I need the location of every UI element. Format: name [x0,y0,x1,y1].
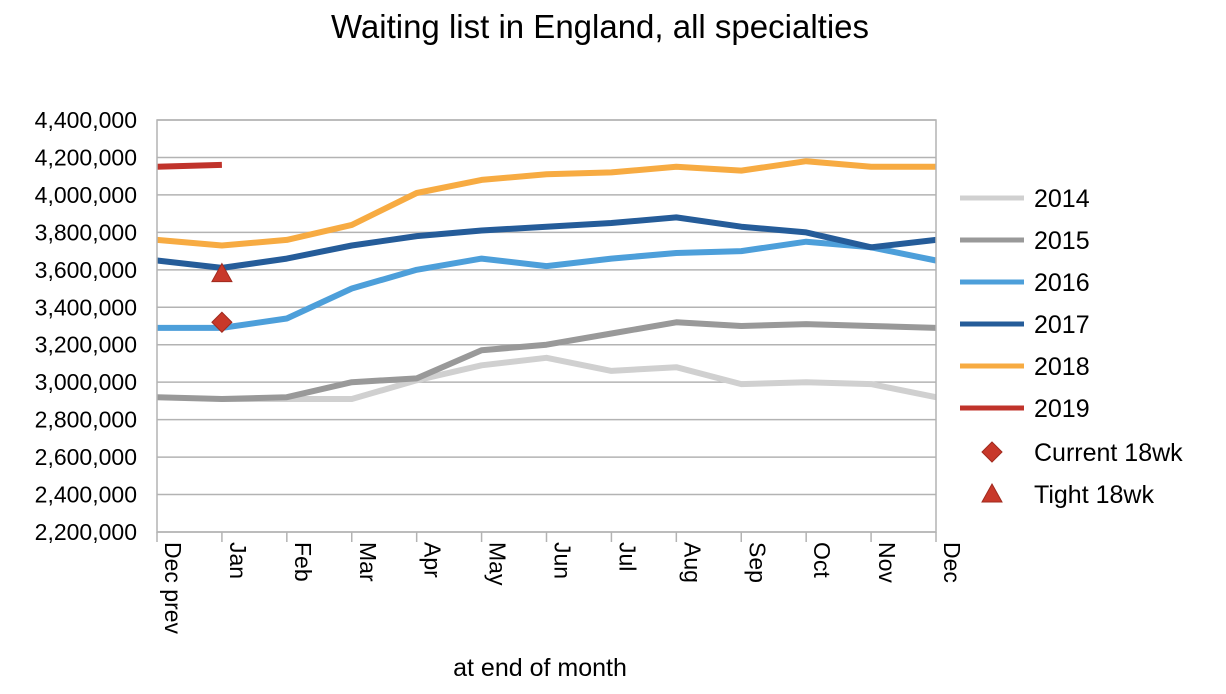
x-tick-label: Jul [614,542,640,571]
legend-label: Current 18wk [1034,439,1183,467]
point-markers [211,262,233,333]
series-line-2017 [156,214,937,271]
series-line-2018 [156,158,936,249]
y-tick-label: 3,600,000 [35,257,137,283]
x-axis-ticks: Dec prev Jan Feb Mar Apr May Jun Jul Aug Sep Oct No… [156,532,965,635]
series-line-2015 [156,319,937,402]
series-line-2016 [157,238,937,331]
y-tick-label: 3,200,000 [35,332,137,358]
y-tick-label: 3,000,000 [35,369,137,395]
y-tick-label: 4,400,000 [35,107,137,133]
legend-label: 2018 [1034,353,1090,381]
x-tick-label: May [485,542,511,586]
legend-marker-diamond [981,441,1003,463]
x-tick-label: Mar [355,542,381,582]
series-lines [156,158,937,402]
y-tick-label: 3,400,000 [35,294,137,320]
x-tick-label: Jun [550,542,576,579]
y-tick-label: 4,200,000 [35,144,137,170]
x-tick-label: Feb [290,542,316,582]
x-tick-label: Sep [744,542,770,583]
legend-label: 2019 [1034,395,1090,423]
x-tick-label: Dec [939,542,965,583]
marker-diamond [211,311,233,333]
y-tick-label: 2,400,000 [35,482,137,508]
y-tick-label: 4,000,000 [35,182,137,208]
x-tick-label: Aug [679,542,705,583]
y-axis-ticks: 2,200,000 2,400,000 2,600,000 2,800,000 3,00… [35,107,137,545]
legend-label: 2014 [1034,185,1090,213]
x-tick-label: Apr [420,542,446,578]
legend-label: Tight 18wk [1034,481,1154,509]
legend-label: 2016 [1034,269,1090,297]
y-tick-label: 3,800,000 [35,219,137,245]
x-tick-label: Jan [225,542,251,579]
x-tick-label: Nov [874,542,900,583]
marker-triangle [211,262,233,283]
x-axis-title: at end of month [453,654,627,682]
legend-label: 2015 [1034,227,1090,255]
chart-title: Waiting list in England, all specialties [331,8,869,45]
legend: 2014 2015 2016 2017 2018 2019 Current 18wk Tigh… [960,185,1183,509]
legend-label: 2017 [1034,311,1090,339]
series-line-2014 [221,354,937,402]
series-line-2019 [156,161,222,170]
legend-marker-triangle [981,482,1003,503]
y-tick-label: 2,800,000 [35,407,137,433]
x-tick-label: Dec prev [160,542,186,635]
plot-frame [156,119,937,533]
y-tick-label: 2,200,000 [35,519,137,545]
y-tick-label: 2,600,000 [35,444,137,470]
x-tick-label: Oct [809,542,835,578]
